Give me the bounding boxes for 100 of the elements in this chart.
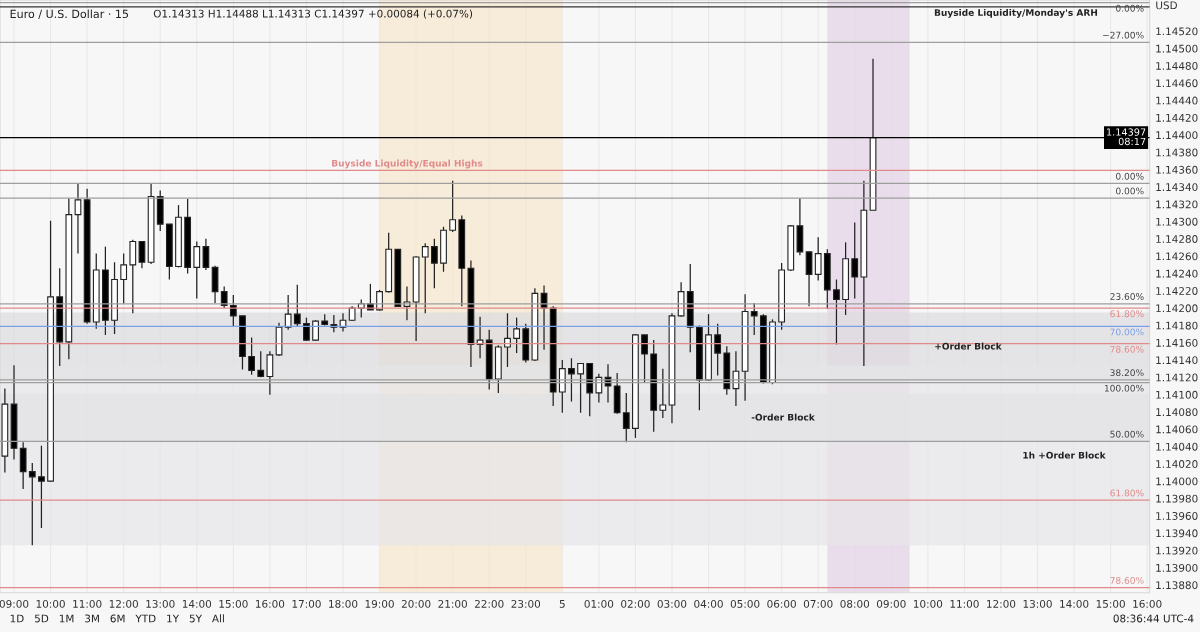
x-tick-label: 23:00 [511, 599, 541, 608]
x-tick-label: 05:00 [730, 599, 760, 608]
y-tick-label: 1.14400 [1156, 131, 1198, 140]
y-tick-label: 1.14280 [1156, 235, 1198, 243]
y-tick-label: 1.14340 [1156, 183, 1198, 192]
y-tick-label: 1.14000 [1156, 477, 1198, 486]
annotation: 78.60% [1110, 345, 1144, 353]
annotation: 50.00% [1110, 430, 1144, 438]
y-tick-label: 1.14100 [1156, 390, 1198, 399]
annotation: 70.00% [1110, 328, 1144, 336]
y-tick-label: 1.14120 [1156, 373, 1198, 382]
annotation: O1.14313 H1.14488 L1.14313 C1.14397 +0.00084 (+0.07%) [153, 9, 473, 19]
candlestick [403, 285, 411, 321]
y-tick-label: 1.14200 [1156, 304, 1198, 313]
x-tick-label: 11:00 [950, 599, 979, 608]
y-tick-label: 1.14220 [1156, 287, 1198, 295]
y-tick-label: 1.14520 [1156, 27, 1198, 36]
candlestick [120, 252, 128, 305]
candlestick [19, 441, 27, 490]
x-tick-label: 10:00 [913, 599, 943, 608]
x-tick-label: 16:00 [256, 599, 285, 608]
y-tick-label: 1.14260 [1156, 252, 1198, 261]
candlestick [266, 350, 274, 396]
annotation: 38.20% [1110, 369, 1144, 377]
candlestick [750, 302, 758, 336]
candlestick [293, 284, 301, 327]
candlestick [193, 240, 201, 300]
annotation: 61.80% [1110, 310, 1144, 318]
ref-line-label: Buyside Liquidity/Equal Highs [332, 159, 483, 169]
annotation: 0.00% [1116, 172, 1144, 180]
x-tick-label: 08:00 [840, 599, 870, 608]
annotation: 23.60% [1110, 293, 1144, 300]
candlestick [659, 368, 667, 419]
x-tick-label: 09:00 [876, 599, 906, 608]
candlestick [202, 238, 210, 271]
candlestick [504, 312, 511, 368]
candlestick [714, 323, 722, 377]
y-tick-label: 1.14380 [1156, 148, 1198, 157]
candlestick [476, 316, 484, 359]
y-tick-label: 1.13900 [1156, 563, 1198, 572]
y-tick-label: 1.14320 [1156, 200, 1198, 209]
candlestick [833, 278, 840, 346]
x-tick-label: 13:00 [1023, 599, 1052, 608]
candlestick [284, 294, 292, 331]
y-tick-label: 1.13880 [1156, 581, 1198, 590]
x-tick-label: 09:00 [0, 599, 29, 608]
x-tick-label: 12:00 [987, 599, 1016, 608]
y-tick-label: 1.14080 [1156, 408, 1198, 417]
annotation: −27.00% [1103, 31, 1144, 39]
candlestick [851, 221, 859, 300]
annotation: -Order Block [751, 413, 815, 421]
y-tick-label: 1.14440 [1156, 96, 1198, 105]
x-tick-label: 11:00 [73, 599, 102, 608]
text: 1D 5D 1M 3M 6M YTD 1Y 5Y All [10, 614, 224, 623]
y-tick-label: 1.14420 [1156, 113, 1198, 122]
y-tick-label: 1.14500 [1156, 44, 1198, 53]
candlestick [430, 238, 438, 289]
x-tick-label: 03:00 [657, 599, 687, 608]
annotation: 0.00% [1116, 187, 1144, 195]
candlestick [421, 242, 429, 314]
x-tick-label: 14:00 [182, 599, 212, 608]
candlestick [28, 462, 36, 546]
y-tick-label: 1.14140 [1156, 356, 1198, 365]
x-tick-label: 02:00 [621, 599, 650, 608]
x-tick-label: 22:00 [474, 599, 504, 608]
candlestick [622, 392, 630, 443]
candlestick [814, 236, 822, 282]
x-tick-label: 06:00 [767, 599, 796, 608]
x-tick-label: 5 [559, 600, 565, 608]
y-tick-label: 1.13920 [1156, 546, 1198, 555]
y-tick-label: 1.14460 [1156, 79, 1198, 88]
candlestick [74, 182, 82, 255]
text: 08:36:44 UTC-4 [1113, 614, 1194, 623]
annotation: 100.00% [1104, 384, 1144, 392]
y-tick-label: 1.14240 [1156, 269, 1198, 278]
x-tick-label: 12:00 [109, 599, 138, 608]
x-tick-label: 14:00 [1060, 599, 1089, 608]
candlestick [568, 357, 575, 403]
x-tick-label: 16:00 [1133, 599, 1162, 608]
candlestick [220, 285, 228, 309]
candlestick [449, 180, 457, 233]
y-tick-label: 1.14020 [1156, 460, 1198, 468]
x-tick-label: 17:00 [292, 599, 321, 608]
annotation: 61.80% [1110, 489, 1144, 497]
y-tick-label: 1.14480 [1156, 62, 1198, 70]
candlestick [513, 316, 521, 354]
ref-line-label: Buyside Liquidity/Monday's ARH [934, 9, 1098, 18]
y-tick-label: 1.14040 [1156, 442, 1198, 451]
y-tick-label: 1.14300 [1156, 217, 1198, 226]
y-tick-label: 1.14060 [1156, 425, 1198, 434]
x-tick-label: 15:00 [219, 599, 248, 608]
candlestick [38, 445, 45, 529]
candlestick [558, 359, 566, 414]
x-tick-label: 10:00 [36, 599, 65, 608]
candlestick [248, 336, 255, 376]
x-tick-label: 18:00 [329, 599, 358, 608]
candlestick [641, 334, 648, 384]
x-tick-label: 13:00 [146, 599, 175, 608]
y-tick-label: 1.13940 [1156, 529, 1198, 538]
y-tick-label: 1.14180 [1156, 321, 1198, 330]
